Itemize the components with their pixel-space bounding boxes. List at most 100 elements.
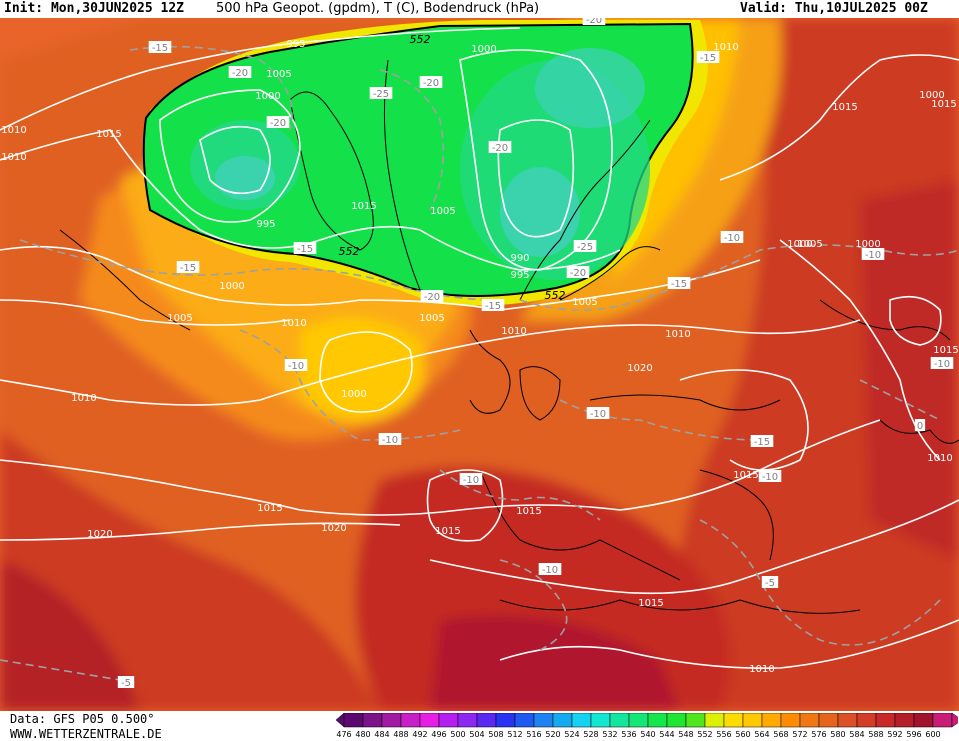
isobar-label: 1015	[96, 129, 121, 140]
temperature-label: -15	[148, 41, 172, 54]
temperature-label: -10	[720, 231, 744, 244]
isotherms	[0, 45, 959, 681]
scale-tick-label: 536	[621, 730, 637, 739]
svg-text:1015: 1015	[832, 102, 857, 113]
scale-cell	[590, 713, 611, 728]
isobar-label: 995	[256, 219, 275, 230]
color-scale	[336, 713, 958, 728]
svg-text:1005: 1005	[167, 313, 192, 324]
svg-text:1000: 1000	[341, 389, 366, 400]
temperature-label: -10	[758, 470, 782, 483]
isobar-label: 1005	[419, 313, 444, 324]
scale-cell	[837, 713, 858, 728]
geopotential-label: 552	[339, 245, 360, 258]
temperature-label: -5	[761, 576, 779, 589]
temperature-label: -15	[667, 277, 691, 290]
scale-cell	[571, 713, 592, 728]
temperature-label: -20	[266, 116, 290, 129]
data-source: Data: GFS P05 0.500°	[10, 712, 155, 726]
scale-tick-label: 560	[735, 730, 751, 739]
scale-cell	[666, 713, 687, 728]
temperature-label: 0	[914, 419, 926, 432]
isobar-label: 1000	[855, 239, 880, 250]
geopotential-label: 552	[545, 289, 566, 302]
scale-cell	[875, 713, 896, 728]
isobar-label: 1005	[797, 239, 822, 250]
svg-text:-20: -20	[270, 118, 286, 129]
svg-text:995: 995	[510, 270, 529, 281]
map-footer: Data: GFS P05 0.500° WWW.WETTERZENTRALE.…	[0, 711, 959, 741]
scale-cell	[799, 713, 820, 728]
scale-cell	[533, 713, 554, 728]
svg-text:-10: -10	[288, 361, 304, 372]
temperature-label: -20	[228, 66, 252, 79]
isobar-label: 1010	[71, 393, 96, 404]
temperature-label: -10	[861, 248, 885, 261]
svg-text:-10: -10	[542, 565, 558, 576]
svg-text:1010: 1010	[749, 664, 774, 675]
isobar-label: 1010	[501, 326, 526, 337]
temperature-label: -15	[481, 299, 505, 312]
svg-text:1015: 1015	[435, 526, 460, 537]
isobar-label: 1000	[471, 44, 496, 55]
temperature-labels: -20 -15 -20 -25 -20 -20 -20 -15 -15 -20 -25 -20 -15 -…	[117, 18, 954, 689]
scale-tick-label: 600	[925, 730, 941, 739]
scale-cell	[628, 713, 649, 728]
scale-cell	[552, 713, 573, 728]
scale-tick-label: 544	[659, 730, 675, 739]
svg-text:-15: -15	[297, 244, 313, 255]
scale-tick-label: 556	[716, 730, 732, 739]
isobar-label: 1010	[281, 318, 306, 329]
svg-text:1005: 1005	[266, 69, 291, 80]
isobar-label: 1010	[1, 152, 26, 163]
isobar-label: 1005	[572, 297, 597, 308]
map-title: 500 hPa Geopot. (gpdm), T (C), Bodendruc…	[216, 1, 540, 16]
isobar-label: 1010	[1, 125, 26, 136]
temperature-label: -20	[582, 18, 606, 26]
scale-tick-label: 480	[355, 730, 371, 739]
scale-tick-label: 588	[868, 730, 884, 739]
svg-text:-25: -25	[577, 242, 593, 253]
svg-text:-5: -5	[121, 678, 131, 689]
svg-text:995: 995	[286, 39, 305, 50]
svg-text:-15: -15	[485, 301, 501, 312]
scale-cell	[723, 713, 744, 728]
scale-cell	[419, 713, 440, 728]
isobar-label: 1000	[787, 239, 812, 250]
isobar-label: 1000	[255, 91, 280, 102]
geopotential-labels: 552 552 552	[339, 33, 566, 302]
svg-text:-15: -15	[671, 279, 687, 290]
svg-text:1000: 1000	[787, 239, 812, 250]
scale-tick-label: 524	[564, 730, 580, 739]
isobar-label: 995	[286, 39, 305, 50]
svg-text:-20: -20	[423, 78, 439, 89]
isobar-label: 1000	[219, 281, 244, 292]
scale-tick-label: 596	[906, 730, 922, 739]
temperature-label: -20	[420, 290, 444, 303]
website-url: WWW.WETTERZENTRALE.DE	[10, 727, 162, 741]
temperature-label: -5	[117, 676, 135, 689]
scale-tick-label: 548	[678, 730, 694, 739]
isobar-label: 1015	[516, 506, 541, 517]
svg-text:1020: 1020	[627, 363, 652, 374]
svg-text:995: 995	[256, 219, 275, 230]
scale-cell	[913, 713, 934, 728]
svg-text:-15: -15	[754, 437, 770, 448]
scale-tick-label: 552	[697, 730, 713, 739]
init-time: Init: Mon,30JUN2025 12Z	[4, 1, 185, 16]
svg-text:-10: -10	[934, 359, 950, 370]
scale-tick-label: 584	[849, 730, 865, 739]
scale-cell	[704, 713, 725, 728]
svg-text:0: 0	[917, 421, 923, 432]
scale-cell	[476, 713, 497, 728]
scale-tick-label: 592	[887, 730, 903, 739]
scale-cell	[685, 713, 706, 728]
svg-text:-10: -10	[590, 409, 606, 420]
temperature-label: -20	[419, 76, 443, 89]
scale-tick-label: 496	[431, 730, 447, 739]
scale-tick-label: 532	[602, 730, 618, 739]
temperature-label: -10	[586, 407, 610, 420]
scale-arrow-right	[951, 713, 958, 728]
isobar-label: 1005	[266, 69, 291, 80]
scale-cell	[609, 713, 630, 728]
